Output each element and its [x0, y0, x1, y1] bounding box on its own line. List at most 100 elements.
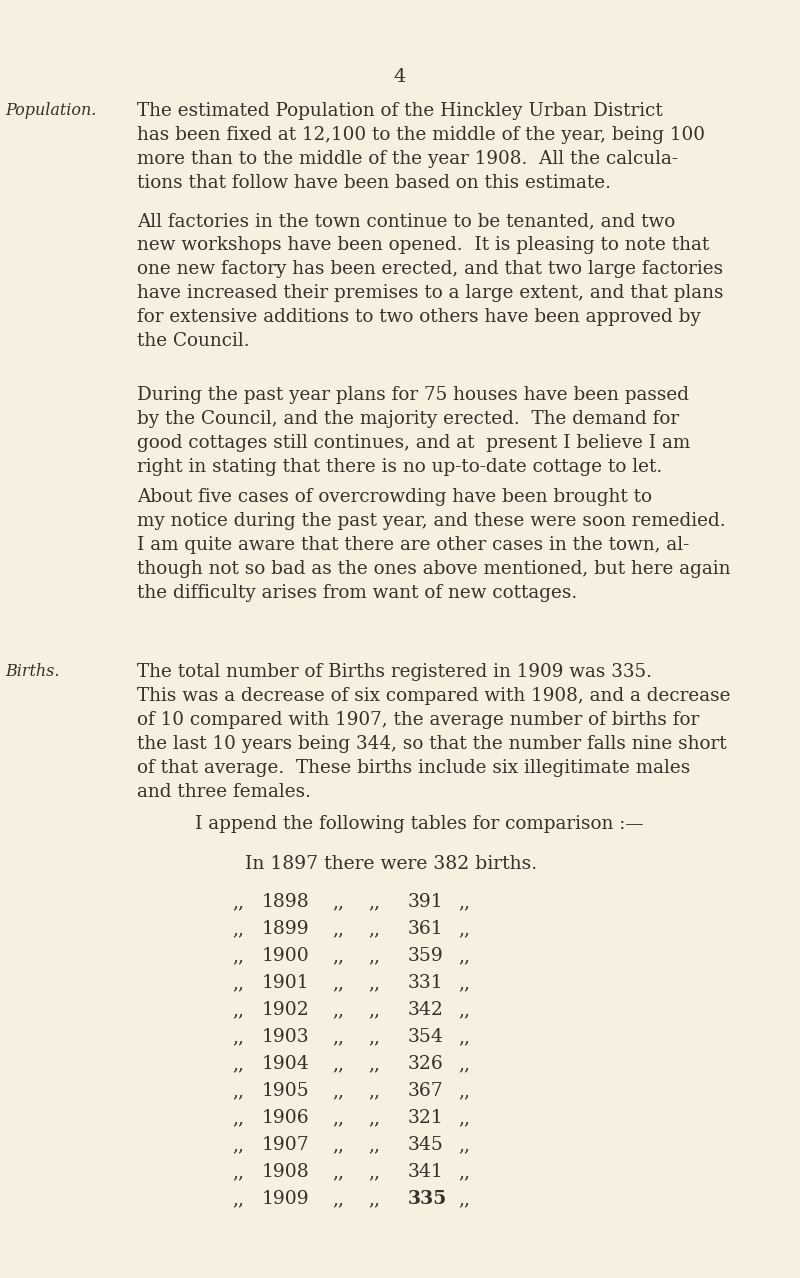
Text: In 1897 there were 382 births.: In 1897 there were 382 births.	[245, 855, 537, 873]
Text: ,,: ,,	[332, 893, 344, 911]
Text: 1898: 1898	[262, 893, 310, 911]
Text: ,,: ,,	[368, 1190, 380, 1208]
Text: ,,: ,,	[232, 974, 244, 992]
Text: ,,: ,,	[458, 1163, 470, 1181]
Text: of 10 compared with 1907, the average number of births for: of 10 compared with 1907, the average nu…	[137, 711, 699, 728]
Text: ,,: ,,	[232, 1109, 244, 1127]
Text: Population.: Population.	[5, 102, 96, 119]
Text: ,,: ,,	[368, 1028, 380, 1045]
Text: ,,: ,,	[332, 1082, 344, 1100]
Text: 1901: 1901	[262, 974, 310, 992]
Text: 4: 4	[394, 68, 406, 86]
Text: ,,: ,,	[232, 947, 244, 965]
Text: ,,: ,,	[332, 1056, 344, 1074]
Text: 359: 359	[408, 947, 444, 965]
Text: 1908: 1908	[262, 1163, 310, 1181]
Text: ,,: ,,	[458, 947, 470, 965]
Text: Births.: Births.	[5, 663, 59, 680]
Text: the difficulty arises from want of new cottages.: the difficulty arises from want of new c…	[137, 584, 578, 602]
Text: though not so bad as the ones above mentioned, but here again: though not so bad as the ones above ment…	[137, 560, 730, 578]
Text: 345: 345	[408, 1136, 444, 1154]
Text: 1906: 1906	[262, 1109, 310, 1127]
Text: This was a decrease of six compared with 1908, and a decrease: This was a decrease of six compared with…	[137, 688, 730, 705]
Text: The total number of Births registered in 1909 was 335.: The total number of Births registered in…	[137, 663, 652, 681]
Text: ,,: ,,	[232, 1082, 244, 1100]
Text: All factories in the town continue to be tenanted, and two: All factories in the town continue to be…	[137, 212, 675, 230]
Text: ,,: ,,	[232, 1028, 244, 1045]
Text: ,,: ,,	[368, 1082, 380, 1100]
Text: 367: 367	[408, 1082, 444, 1100]
Text: 1900: 1900	[262, 947, 310, 965]
Text: ,,: ,,	[332, 947, 344, 965]
Text: 341: 341	[408, 1163, 444, 1181]
Text: of that average.  These births include six illegitimate males: of that average. These births include si…	[137, 759, 690, 777]
Text: ,,: ,,	[368, 1056, 380, 1074]
Text: ,,: ,,	[458, 1190, 470, 1208]
Text: ,,: ,,	[458, 974, 470, 992]
Text: the Council.: the Council.	[137, 332, 250, 350]
Text: 326: 326	[408, 1056, 444, 1074]
Text: ,,: ,,	[232, 1056, 244, 1074]
Text: ,,: ,,	[458, 1001, 470, 1019]
Text: ,,: ,,	[368, 1001, 380, 1019]
Text: I append the following tables for comparison :—: I append the following tables for compar…	[195, 815, 644, 833]
Text: ,,: ,,	[458, 1082, 470, 1100]
Text: right in stating that there is no up-to-date cottage to let.: right in stating that there is no up-to-…	[137, 458, 662, 475]
Text: and three females.: and three females.	[137, 783, 311, 801]
Text: good cottages still continues, and at  present I believe I am: good cottages still continues, and at pr…	[137, 435, 690, 452]
Text: 1902: 1902	[262, 1001, 310, 1019]
Text: ,,: ,,	[458, 1109, 470, 1127]
Text: 1903: 1903	[262, 1028, 310, 1045]
Text: ,,: ,,	[458, 920, 470, 938]
Text: ,,: ,,	[458, 1028, 470, 1045]
Text: ,,: ,,	[332, 920, 344, 938]
Text: ,,: ,,	[368, 920, 380, 938]
Text: 361: 361	[408, 920, 444, 938]
Text: has been fixed at 12,100 to the middle of the year, being 100: has been fixed at 12,100 to the middle o…	[137, 127, 705, 144]
Text: 335: 335	[408, 1190, 447, 1208]
Text: About five cases of overcrowding have been brought to: About five cases of overcrowding have be…	[137, 488, 652, 506]
Text: 1904: 1904	[262, 1056, 310, 1074]
Text: 331: 331	[408, 974, 444, 992]
Text: have increased their premises to a large extent, and that plans: have increased their premises to a large…	[137, 284, 723, 302]
Text: ,,: ,,	[368, 893, 380, 911]
Text: 1909: 1909	[262, 1190, 310, 1208]
Text: more than to the middle of the year 1908.  All the calcula-: more than to the middle of the year 1908…	[137, 150, 678, 167]
Text: ,,: ,,	[368, 947, 380, 965]
Text: 321: 321	[408, 1109, 444, 1127]
Text: 1899: 1899	[262, 920, 310, 938]
Text: ,,: ,,	[232, 1136, 244, 1154]
Text: ,,: ,,	[458, 1056, 470, 1074]
Text: tions that follow have been based on this estimate.: tions that follow have been based on thi…	[137, 174, 611, 192]
Text: ,,: ,,	[232, 1163, 244, 1181]
Text: ,,: ,,	[332, 974, 344, 992]
Text: ,,: ,,	[332, 1163, 344, 1181]
Text: ,,: ,,	[332, 1190, 344, 1208]
Text: ,,: ,,	[458, 1136, 470, 1154]
Text: the last 10 years being 344, so that the number falls nine short: the last 10 years being 344, so that the…	[137, 735, 726, 753]
Text: for extensive additions to two others have been approved by: for extensive additions to two others ha…	[137, 308, 701, 326]
Text: The estimated Population of the Hinckley Urban District: The estimated Population of the Hinckley…	[137, 102, 662, 120]
Text: by the Council, and the majority erected.  The demand for: by the Council, and the majority erected…	[137, 410, 679, 428]
Text: ,,: ,,	[332, 1109, 344, 1127]
Text: ,,: ,,	[232, 893, 244, 911]
Text: ,,: ,,	[232, 1190, 244, 1208]
Text: new workshops have been opened.  It is pleasing to note that: new workshops have been opened. It is pl…	[137, 236, 710, 254]
Text: 391: 391	[408, 893, 444, 911]
Text: one new factory has been erected, and that two large factories: one new factory has been erected, and th…	[137, 259, 723, 279]
Text: 1907: 1907	[262, 1136, 310, 1154]
Text: ,,: ,,	[332, 1028, 344, 1045]
Text: 354: 354	[408, 1028, 444, 1045]
Text: ,,: ,,	[368, 974, 380, 992]
Text: ,,: ,,	[232, 920, 244, 938]
Text: 342: 342	[408, 1001, 444, 1019]
Text: During the past year plans for 75 houses have been passed: During the past year plans for 75 houses…	[137, 386, 689, 404]
Text: 1905: 1905	[262, 1082, 310, 1100]
Text: I am quite aware that there are other cases in the town, al-: I am quite aware that there are other ca…	[137, 535, 690, 553]
Text: ,,: ,,	[368, 1136, 380, 1154]
Text: ,,: ,,	[332, 1001, 344, 1019]
Text: ,,: ,,	[368, 1163, 380, 1181]
Text: ,,: ,,	[332, 1136, 344, 1154]
Text: ,,: ,,	[368, 1109, 380, 1127]
Text: my notice during the past year, and these were soon remedied.: my notice during the past year, and thes…	[137, 512, 726, 530]
